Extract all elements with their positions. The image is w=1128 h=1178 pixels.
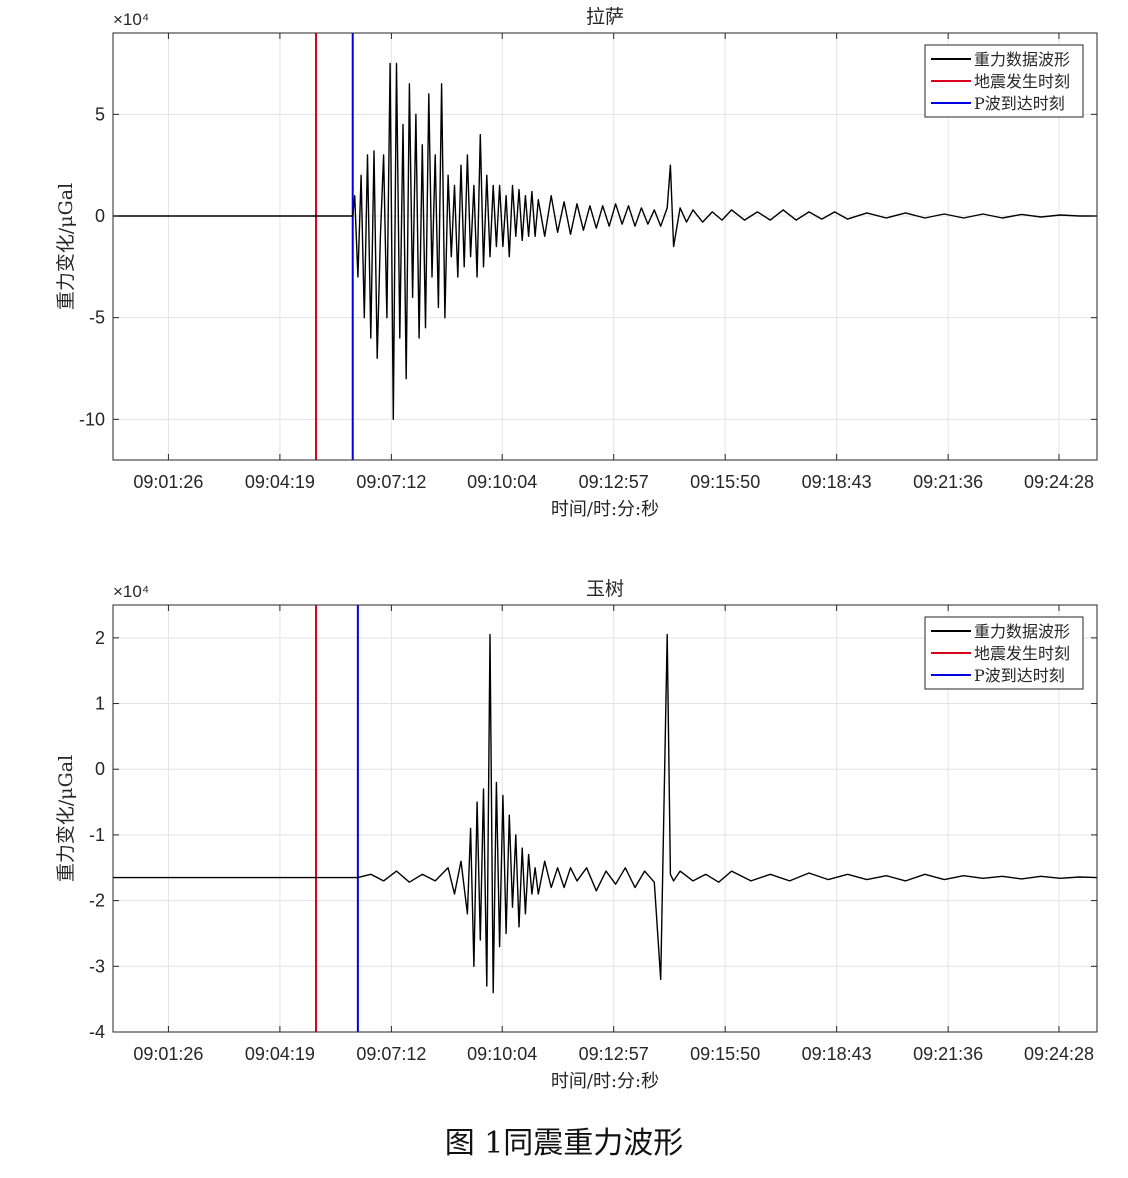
y-tick-label: 0: [95, 206, 105, 226]
y-tick-label: 2: [95, 628, 105, 648]
chart-panel-1: 09:01:26 09:04:19 09:07:12 09:10:04 09:12:57…: [55, 6, 1098, 520]
x-tick-label: 09:10:04: [467, 1044, 537, 1064]
chart-title: 拉萨: [586, 6, 624, 28]
figure-caption: 图 1同震重力波形: [444, 1126, 684, 1161]
axes-box: [112, 32, 1098, 461]
x-tick-label: 09:07:12: [356, 472, 426, 492]
y-tick-label: -3: [89, 956, 105, 976]
x-tick-label: 09:18:43: [802, 472, 872, 492]
legend-label: P波到达时刻: [974, 94, 1065, 113]
x-tick-label: 09:24:28: [1024, 472, 1094, 492]
y-tick-label: -2: [89, 891, 105, 911]
y-tick-label: 5: [95, 104, 105, 124]
gravity-waveform-line: [113, 62, 1097, 420]
y-tick-label: -5: [89, 308, 105, 328]
chart-panel-2: 09:01:26 09:04:19 09:07:12 09:10:04 09:12:57…: [55, 578, 1098, 1092]
y-axis-label: 重力变化/μGal: [55, 755, 77, 882]
x-tick-label: 09:01:26: [133, 472, 203, 492]
x-tick-label: 09:15:50: [690, 1044, 760, 1064]
legend-label: 重力数据波形: [974, 50, 1070, 69]
x-tick-label: 09:21:36: [913, 472, 983, 492]
x-tick-label: 09:21:36: [913, 1044, 983, 1064]
x-tick-label: 09:04:19: [245, 1044, 315, 1064]
x-tick-label: 09:04:19: [245, 472, 315, 492]
y-tick-label: -10: [79, 409, 105, 429]
y-tick-label: -1: [89, 825, 105, 845]
legend-label: 重力数据波形: [974, 622, 1070, 641]
y-tick-label: 1: [95, 694, 105, 714]
x-axis-label: 时间/时:分:秒: [551, 1071, 659, 1092]
figure-canvas: 09:01:26 09:04:19 09:07:12 09:10:04 09:12:57…: [55, 6, 1098, 1092]
x-tick-label: 09:12:57: [579, 472, 649, 492]
x-axis-label: 时间/时:分:秒: [551, 499, 659, 520]
y-multiplier: ×10⁴: [113, 582, 149, 601]
x-tick-label: 09:24:28: [1024, 1044, 1094, 1064]
y-tick-label: -4: [89, 1022, 105, 1042]
gravity-waveform-line: [113, 633, 1097, 994]
legend-label: 地震发生时刻: [974, 72, 1070, 91]
y-axis-label: 重力变化/μGal: [55, 183, 77, 310]
axes-box: [112, 604, 1098, 1033]
x-tick-label: 09:12:57: [579, 1044, 649, 1064]
y-multiplier: ×10⁴: [113, 10, 149, 29]
x-tick-label: 09:07:12: [356, 1044, 426, 1064]
chart-title: 玉树: [586, 578, 624, 600]
y-tick-label: 0: [95, 759, 105, 779]
x-tick-label: 09:01:26: [133, 1044, 203, 1064]
x-tick-label: 09:15:50: [690, 472, 760, 492]
legend-label: 地震发生时刻: [974, 644, 1070, 663]
x-tick-label: 09:18:43: [802, 1044, 872, 1064]
legend-label: P波到达时刻: [974, 666, 1065, 685]
x-tick-label: 09:10:04: [467, 472, 537, 492]
